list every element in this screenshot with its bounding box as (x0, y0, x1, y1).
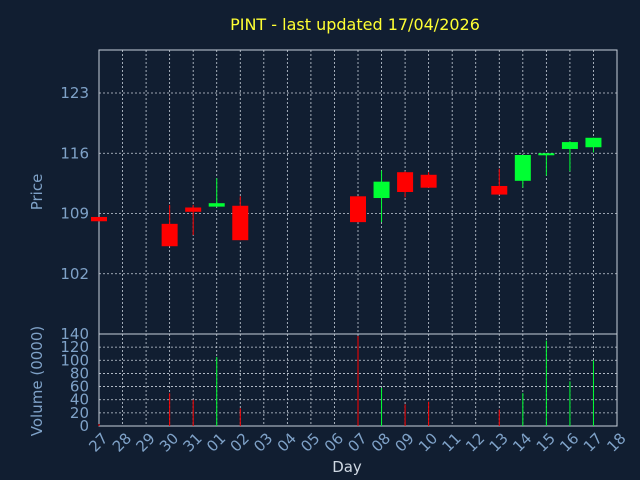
x-tick-label: 29 (132, 429, 158, 455)
x-tick-label: 13 (486, 429, 512, 455)
price-tick-label: 102 (60, 265, 89, 283)
candle-body (561, 142, 578, 149)
chart-title: PINT - last updated 17/04/2026 (230, 15, 480, 34)
candle-body (397, 172, 414, 192)
volume-tick-label: 40 (70, 391, 89, 409)
price-tick-label: 109 (60, 205, 89, 223)
volume-tick-label: 20 (70, 404, 89, 422)
candle-body (373, 181, 390, 199)
candle-body (491, 185, 508, 195)
candle-body (420, 174, 437, 188)
price-tick-label: 116 (60, 144, 89, 162)
x-tick-label: 07 (344, 429, 370, 455)
x-tick-label: 16 (556, 429, 582, 455)
candle-body (91, 216, 107, 222)
candle-body (514, 154, 531, 181)
candle-body (161, 223, 178, 247)
x-tick-label: 30 (156, 429, 182, 455)
price-axis-label: Price (28, 174, 46, 211)
price-panel: 102 109 116 123 (60, 49, 618, 335)
x-tick-label: 10 (415, 429, 441, 455)
volume-tick-label: 0 (79, 417, 89, 435)
x-tick-label: 01 (203, 429, 229, 455)
price-tick-label: 123 (60, 84, 89, 102)
x-tick-label: 09 (391, 429, 417, 455)
volume-tick-label: 60 (70, 378, 89, 396)
x-tick-label: 18 (603, 429, 629, 455)
volume-tick-label: 80 (70, 364, 89, 382)
x-tick-label: 08 (368, 429, 394, 455)
x-tick-label: 14 (509, 429, 535, 455)
volume-tick-label: 120 (60, 338, 89, 356)
x-tick-label: 02 (227, 429, 253, 455)
x-tick-label: 06 (321, 429, 347, 455)
x-tick-label: 17 (580, 429, 606, 455)
volume-tick-label: 140 (60, 325, 89, 343)
volume-tick-label: 100 (60, 351, 89, 369)
x-tick-label: 28 (109, 429, 135, 455)
x-tick-label: 31 (180, 429, 206, 455)
x-tick-label: 12 (462, 429, 488, 455)
x-tick-label: 27 (85, 429, 111, 455)
x-tick-label: 03 (250, 429, 276, 455)
candle-body (538, 153, 555, 156)
candle-body (185, 207, 202, 212)
candle-body (208, 203, 225, 207)
x-axis-label: Day (332, 458, 362, 476)
volume-axis-label: Volume (0000) (28, 326, 46, 436)
candle-body (350, 196, 366, 223)
candle-body (585, 137, 602, 148)
x-tick-label: 05 (297, 429, 323, 455)
x-tick-label: 04 (274, 429, 300, 455)
candle-body (232, 205, 249, 241)
x-tick-label: 15 (533, 429, 559, 455)
x-tick-label: 11 (439, 429, 465, 455)
